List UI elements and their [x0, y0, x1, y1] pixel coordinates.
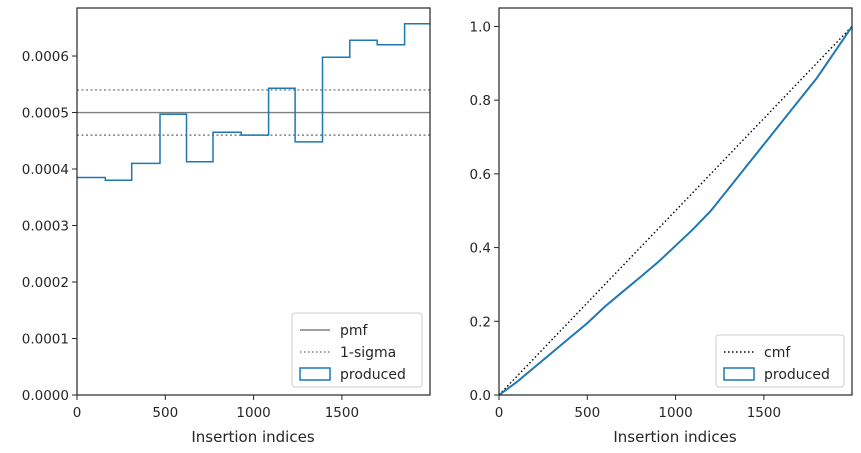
left-y-tick-label: 0.0003: [22, 219, 69, 235]
right-legend-label-produced: produced: [764, 367, 830, 383]
right-x-tick-label: 1000: [658, 405, 692, 421]
left-x-tick-label: 500: [152, 405, 178, 421]
right-series-produced: [498, 25, 853, 396]
right-x-tick-label: 500: [574, 405, 600, 421]
left-x-tick-label: 1000: [236, 405, 270, 421]
right-series-cmf: [498, 25, 853, 396]
right-x-tick-label: 1500: [747, 405, 781, 421]
left-y-tick-label: 0.0005: [22, 106, 69, 122]
right-x-tick-label: 0: [495, 405, 504, 421]
left-y-tick-label: 0.0004: [22, 162, 69, 178]
left-y-tick-label: 0.0006: [22, 49, 69, 65]
right-y-tick-label: 0.8: [470, 93, 491, 109]
left-y-tick-label: 0.0001: [22, 332, 69, 348]
left-legend: pmf 1-sigma produced: [291, 312, 423, 388]
left-x-tick-label: 1500: [325, 405, 359, 421]
right-y-tick-label: 0.0: [470, 388, 491, 404]
right-y-tick-label: 0.6: [470, 167, 491, 183]
left-legend-label-produced: produced: [340, 367, 406, 383]
left-panel: Insertion indices 0 500 1000 1500 0.0000 0.00…: [22, 7, 431, 446]
left-legend-label-pmf: pmf: [340, 323, 369, 339]
right-x-axis-label: Insertion indices: [613, 428, 736, 446]
right-legend: cmf produced: [715, 334, 845, 388]
right-legend-box: [715, 334, 845, 388]
right-y-tick-label: 0.2: [470, 314, 491, 330]
left-y-tick-label: 0.0002: [22, 275, 69, 291]
right-panel: Insertion indices 0 500 1000 1500 0.0 0.2 0.4 0…: [470, 7, 853, 446]
left-legend-label-1-sigma: 1-sigma: [340, 345, 396, 361]
right-axes-frame: [498, 7, 853, 396]
left-axes-frame: [76, 7, 431, 396]
left-legend-swatch-produced: [299, 367, 331, 381]
left-series-produced: [77, 23, 430, 182]
right-legend-label-cmf: cmf: [764, 345, 791, 361]
left-x-axis-label: Insertion indices: [191, 428, 314, 446]
right-legend-swatch-produced: [723, 367, 755, 381]
left-y-tick-label: 0.0000: [22, 388, 69, 404]
right-y-tick-label: 1.0: [470, 19, 491, 35]
left-x-tick-label: 0: [73, 405, 82, 421]
right-y-tick-label: 0.4: [470, 241, 491, 257]
